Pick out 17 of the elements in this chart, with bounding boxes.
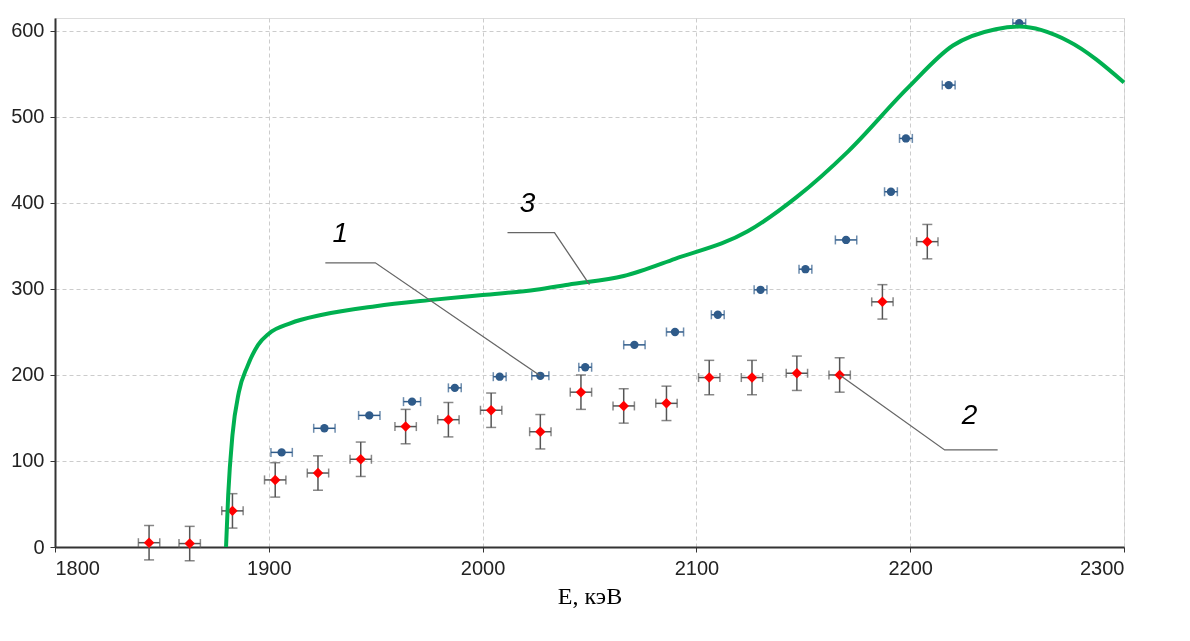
y-tick-label: 100 [11, 449, 45, 472]
y-tick-label: 0 [33, 535, 45, 558]
x-tick-label: 2100 [674, 556, 720, 579]
x-tick-label: 1900 [247, 556, 292, 579]
x-tick-label: 2000 [460, 556, 506, 579]
x-tick-label: 2300 [1080, 556, 1125, 579]
x-tick-label: 2200 [888, 556, 933, 579]
x-axis-title: E, кэВ [557, 582, 623, 609]
y-tick-label: 600 [11, 19, 45, 42]
annotation: 1 [332, 216, 349, 248]
y-tick-label: 200 [11, 363, 45, 386]
y-tick-label: 300 [11, 277, 45, 300]
annotation: 2 [960, 398, 978, 430]
x-tick-label: 1800 [55, 556, 100, 579]
y-tick-label: 500 [11, 105, 45, 128]
annotation: 3 [519, 186, 536, 218]
y-tick-label: 400 [11, 191, 45, 214]
